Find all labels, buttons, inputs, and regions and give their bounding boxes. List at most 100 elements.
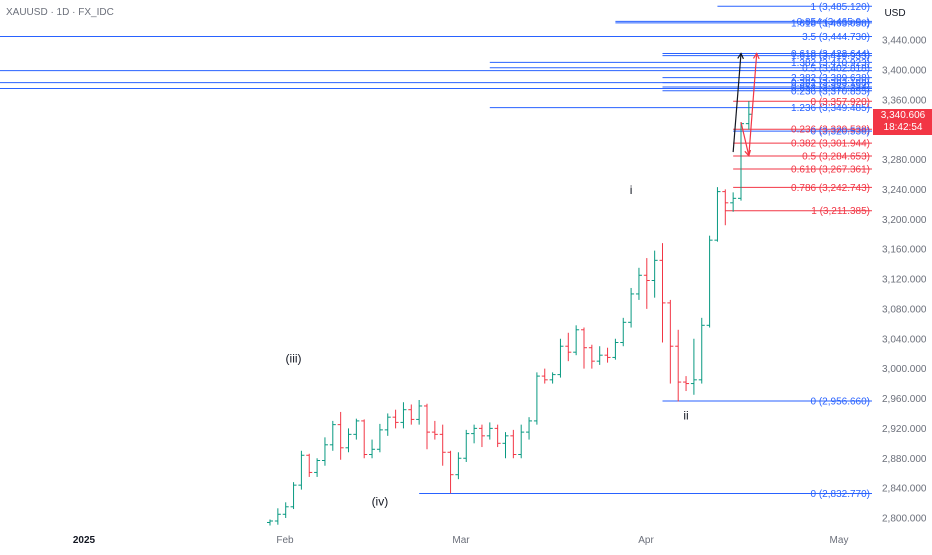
level-label: 1.382 (3,410.923) <box>791 58 870 69</box>
level-label: 0.5 (3,284.653) <box>802 152 870 163</box>
ohlc-bar <box>667 299 674 384</box>
ohlc-bar <box>628 287 635 328</box>
y-tick-label: 2,880.000 <box>882 454 927 465</box>
ohlc-bar <box>604 347 611 363</box>
level-labels: 3.5 (3,444.730) 1 (3,485.120) 0.854 (3,465… <box>791 2 870 500</box>
ohlc-bar <box>612 338 619 360</box>
y-tick-label: 3,160.000 <box>882 245 927 256</box>
ohlc-bar <box>337 411 344 460</box>
x-tick-label: Mar <box>452 535 470 546</box>
arrow-line <box>748 53 758 156</box>
ohlc-bar <box>588 344 595 369</box>
x-tick-label: May <box>830 535 849 546</box>
level-label: 0.236 (3,320.538) <box>791 125 870 136</box>
level-label: 0.854 (3,465.0..) <box>797 17 870 28</box>
y-tick-label: 3,200.000 <box>882 215 927 226</box>
ohlc-bar <box>714 187 721 242</box>
ohlc-bar <box>557 338 564 378</box>
ohlc-bar <box>400 402 407 429</box>
ohlc-bar <box>510 429 517 459</box>
ohlc-bar <box>353 418 360 440</box>
level-label: 0.854 (3,377.234) <box>791 83 870 94</box>
level-label: 0 (2,832.770) <box>811 489 871 500</box>
symbol-title: XAUUSD · 1D · FX_IDC <box>6 7 114 18</box>
wave-label: ii <box>683 408 688 422</box>
arrow-line <box>740 122 750 156</box>
y-tick-label: 3,280.000 <box>882 155 927 166</box>
level-label: 0.5 (3,402.818) <box>802 63 870 74</box>
ohlc-bar <box>635 267 642 300</box>
ohlc-bar <box>620 317 627 347</box>
y-tick-label: 3,400.000 <box>882 65 927 76</box>
ohlc-bar <box>345 428 352 453</box>
ohlc-bar <box>494 424 501 448</box>
ohlc-bar <box>478 424 485 448</box>
arrow-head <box>752 52 760 60</box>
ohlc-bar <box>706 235 713 328</box>
level-label: 0.382 (3,383.188) <box>791 78 870 89</box>
ohlc-bar <box>565 332 572 362</box>
ohlc-bars <box>267 101 752 526</box>
ohlc-bar <box>329 420 336 451</box>
ohlc-bar <box>533 372 540 425</box>
ohlc-bar <box>738 122 744 201</box>
x-tick-label: 2025 <box>73 535 96 546</box>
level-label: 0 (3,357.920) <box>811 97 871 108</box>
current-price-value: 3,340.606 <box>880 110 926 121</box>
ohlc-bar <box>651 250 658 298</box>
countdown-timer: 18:42:54 <box>883 122 923 133</box>
level-label: 0 (2,956.660) <box>811 396 871 407</box>
ohlc-bar <box>408 404 415 425</box>
arrow-head <box>737 52 744 60</box>
wave-label: i <box>630 183 633 197</box>
y-tick-label: 2,800.000 <box>882 514 927 525</box>
y-tick-label: 2,840.000 <box>882 484 927 495</box>
ohlc-bar <box>376 423 383 453</box>
y-tick-label: 3,040.000 <box>882 334 927 345</box>
arrows <box>732 52 760 157</box>
y-tick-label: 3,360.000 <box>882 95 927 106</box>
ohlc-bar <box>463 429 470 462</box>
ohlc-bar <box>573 325 580 356</box>
level-label: 0.786 (3,242.743) <box>791 183 870 194</box>
level-label: 0.236 (3,370.855) <box>791 86 870 97</box>
currency-button[interactable]: USD <box>884 8 906 19</box>
ohlc-bar <box>298 450 305 490</box>
ohlc-bar <box>369 439 376 459</box>
level-label: 3.5 (3,444.730) <box>802 32 870 43</box>
level-label: 2.382 (3,389.638) <box>791 73 870 84</box>
ohlc-bar <box>431 420 438 440</box>
ohlc-bar <box>424 403 430 450</box>
ohlc-bar <box>447 450 454 494</box>
ohlc-bar <box>643 258 650 309</box>
level-label: 0 (3,320.538) <box>811 127 871 138</box>
level-label: 1.618 (3,419.933) <box>791 51 870 62</box>
level-label: 1 (3,211.385) <box>811 206 870 217</box>
ohlc-bar <box>690 338 697 395</box>
level-label: 1.236 (3,349.485) <box>791 103 870 114</box>
current-price-tag: 3,340.606 18:42:54 <box>873 109 932 135</box>
x-tick-label: Feb <box>276 535 294 546</box>
level-label: 0.618 (3,267.361) <box>791 164 870 175</box>
ohlc-bar <box>722 189 729 226</box>
level-label: 1 (3,485.120) <box>811 2 871 13</box>
ohlc-bar <box>471 424 478 444</box>
ohlc-bar <box>486 422 493 440</box>
ohlc-bar <box>541 368 548 384</box>
y-tick-label: 3,240.000 <box>882 185 927 196</box>
wave-labels: (iii)(iv)iii <box>286 183 689 508</box>
ohlc-bar <box>596 346 603 365</box>
ohlc-bar <box>683 376 690 392</box>
y-tick-label: 2,960.000 <box>882 394 927 405</box>
time-axis: 2025 Feb Mar Apr May <box>73 535 849 546</box>
horizontal-lines <box>0 5 872 495</box>
ohlc-bar <box>730 192 737 212</box>
arrow-line <box>732 53 742 153</box>
ohlc-bar <box>698 317 705 384</box>
ohlc-bar <box>439 424 446 466</box>
ohlc-bar <box>455 452 462 480</box>
ohlc-bar <box>659 243 666 343</box>
ohlc-bar <box>290 482 297 510</box>
